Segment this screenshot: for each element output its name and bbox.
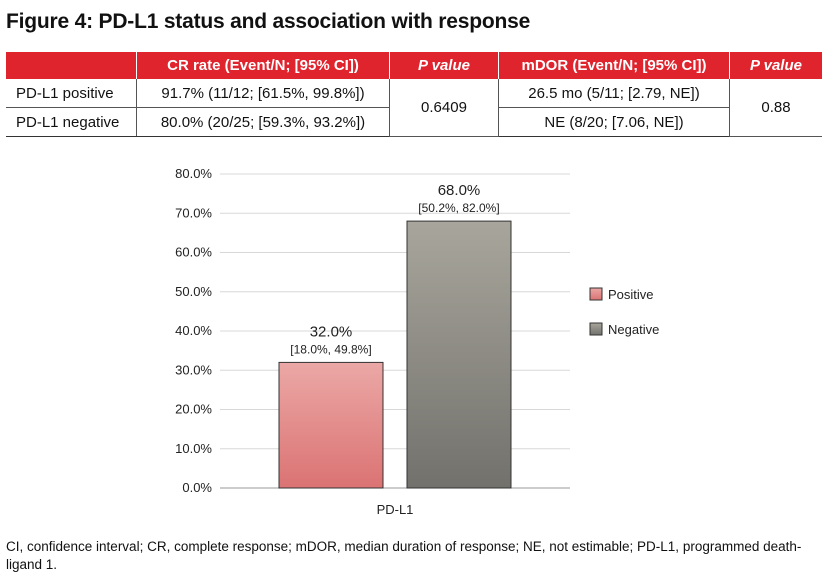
ci-label: [18.0%, 49.8%] [290, 342, 371, 356]
y-tick-label: 40.0% [175, 323, 212, 338]
row-label-positive: PD-L1 positive [6, 79, 137, 108]
mdor-negative: NE (8/20; [7.06, NE]) [498, 107, 730, 137]
legend-swatch-negative [589, 322, 603, 336]
legend-swatch-positive [589, 287, 603, 301]
y-tick-label: 80.0% [175, 166, 212, 181]
bar-negative [406, 220, 512, 489]
table-row: PD-L1 negative 80.0% (20/25; [59.3%, 93.… [6, 107, 822, 137]
table-header-row: CR rate (Event/N; [95% CI]) P value mDOR… [6, 52, 822, 79]
x-tick-label: PD-L1 [377, 502, 414, 517]
footnote: CI, confidence interval; CR, complete re… [6, 539, 802, 572]
bar-positive [278, 361, 384, 489]
p-value-cr: 0.6409 [389, 79, 499, 137]
header-p-value-cr: P value [389, 52, 499, 79]
header-p-value-mdor: P value [729, 52, 822, 79]
y-tick-label: 0.0% [182, 480, 212, 495]
y-tick-label: 60.0% [175, 245, 212, 260]
y-tick-label: 10.0% [175, 441, 212, 456]
legend-label-positive: Positive [608, 287, 654, 302]
y-tick-label: 20.0% [175, 402, 212, 417]
cr-positive: 91.7% (11/12; [61.5%, 99.8%]) [136, 79, 390, 108]
y-tick-label: 50.0% [175, 284, 212, 299]
table-row: PD-L1 positive 91.7% (11/12; [61.5%, 99.… [6, 79, 822, 137]
data-label: 68.0% [438, 182, 481, 199]
cr-negative: 80.0% (20/25; [59.3%, 93.2%]) [136, 107, 390, 137]
y-tick-label: 70.0% [175, 205, 212, 220]
header-mdor: mDOR (Event/N; [95% CI]) [498, 52, 730, 79]
header-cr-rate: CR rate (Event/N; [95% CI]) [136, 52, 390, 79]
row-label-negative: PD-L1 negative [6, 107, 137, 137]
ci-label: [50.2%, 82.0%] [418, 201, 499, 215]
data-label: 32.0% [310, 323, 353, 340]
figure-title: Figure 4: PD-L1 status and association w… [6, 10, 531, 33]
p-value-mdor: 0.88 [729, 79, 822, 137]
header-blank [6, 52, 137, 79]
mdor-positive: 26.5 mo (5/11; [2.79, NE]) [498, 79, 730, 108]
bar-chart: 0.0% 10.0% 20.0% 30.0% 40.0% 50.0% 60.0% 70.0% 8… [175, 166, 659, 517]
y-tick-label: 30.0% [175, 362, 212, 377]
results-table: CR rate (Event/N; [95% CI]) P value mDOR… [6, 52, 822, 137]
legend-label-negative: Negative [608, 322, 659, 337]
